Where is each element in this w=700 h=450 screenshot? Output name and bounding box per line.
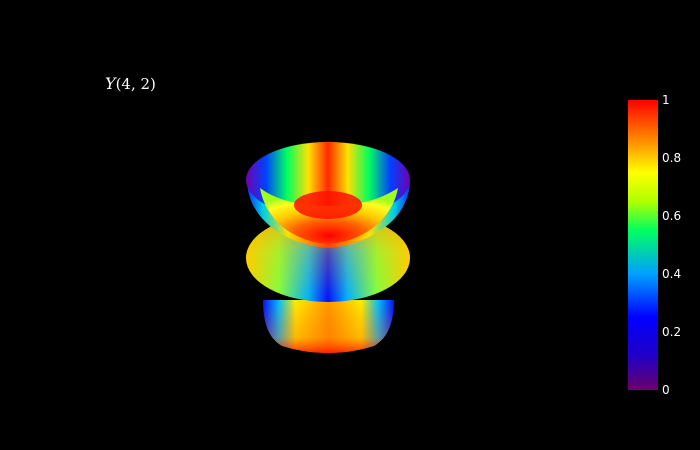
colorbar-tick-label: 1 (662, 93, 670, 107)
title-args: (4, 2) (115, 75, 156, 93)
colorbar-tick-label: 0.6 (662, 209, 682, 223)
colorbar-tick-label: 0.4 (662, 267, 682, 281)
colorbar-tick-label: 0.8 (662, 151, 682, 165)
colorbar-tick-label: 0 (662, 383, 670, 397)
colorbar (628, 100, 658, 390)
bottom-lobe (263, 300, 394, 353)
chart-title: Y(4, 2) (105, 74, 156, 93)
title-symbol: Y (105, 74, 116, 93)
top-lobe (246, 142, 410, 248)
colorbar-tick-label: 0.2 (662, 325, 682, 339)
